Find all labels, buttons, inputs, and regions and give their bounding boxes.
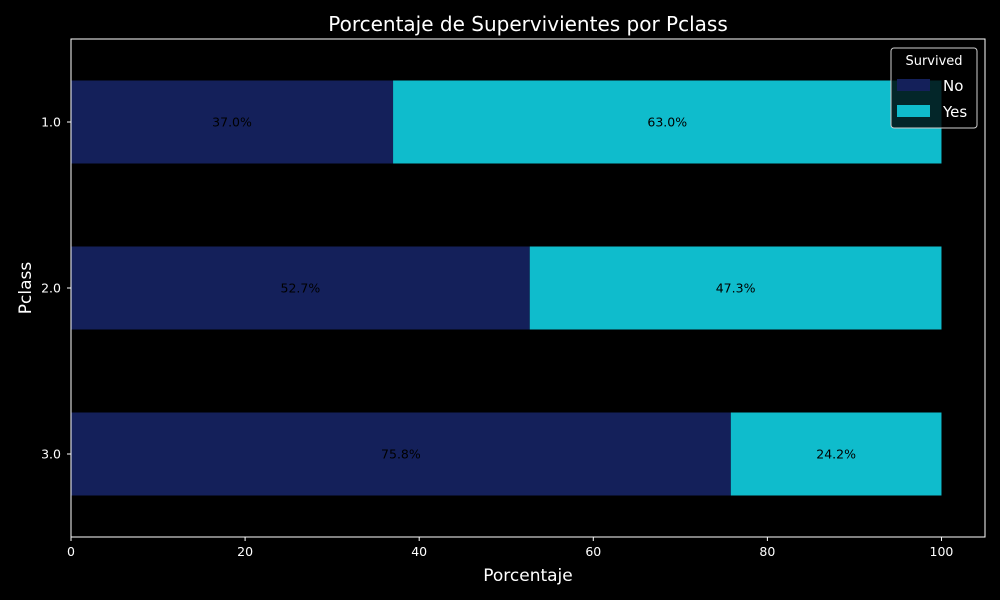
legend-label-no: No — [943, 77, 963, 95]
x-tick-label: 20 — [237, 544, 253, 559]
data-label-no-3.0: 75.8% — [381, 447, 421, 462]
bar-yes-1.0 — [393, 80, 942, 164]
bars-group: 37.0% 63.0% 52.7% 47.3% 75.8% 24.2% — [71, 80, 942, 496]
bar-no-3.0 — [71, 412, 731, 496]
bar-no-1.0 — [71, 80, 394, 164]
data-label-no-1.0: 37.0% — [212, 115, 252, 130]
legend: Survived No Yes — [890, 47, 978, 129]
legend-title: Survived — [905, 54, 962, 69]
y-tick-label: 3.0 — [41, 447, 61, 462]
data-label-yes-3.0: 24.2% — [816, 447, 856, 462]
data-label-no-2.0: 52.7% — [281, 281, 321, 296]
legend-swatch-yes — [897, 105, 930, 117]
bar-yes-2.0 — [529, 246, 942, 330]
legend-swatch-no — [897, 79, 930, 91]
legend-label-yes: Yes — [942, 103, 967, 121]
x-tick-label: 0 — [67, 544, 75, 559]
chart-title: Porcentaje de Supervivientes por Pclass — [328, 12, 728, 36]
x-tick-label: 60 — [585, 544, 601, 559]
bar-no-2.0 — [71, 246, 530, 330]
x-tick-label: 80 — [759, 544, 775, 559]
y-axis-label: Pclass — [16, 262, 36, 315]
data-label-yes-2.0: 47.3% — [716, 281, 756, 296]
y-tick-label: 2.0 — [41, 281, 61, 296]
x-tick-label: 100 — [930, 544, 954, 559]
x-tick-label: 40 — [411, 544, 427, 559]
x-axis-label: Porcentaje — [483, 566, 573, 586]
data-label-yes-1.0: 63.0% — [647, 115, 687, 130]
bar-yes-3.0 — [730, 412, 942, 496]
y-tick-label: 1.0 — [41, 115, 61, 130]
axes-group: 0 20 40 60 80 100 1.0 2.0 3.0 — [41, 38, 986, 559]
